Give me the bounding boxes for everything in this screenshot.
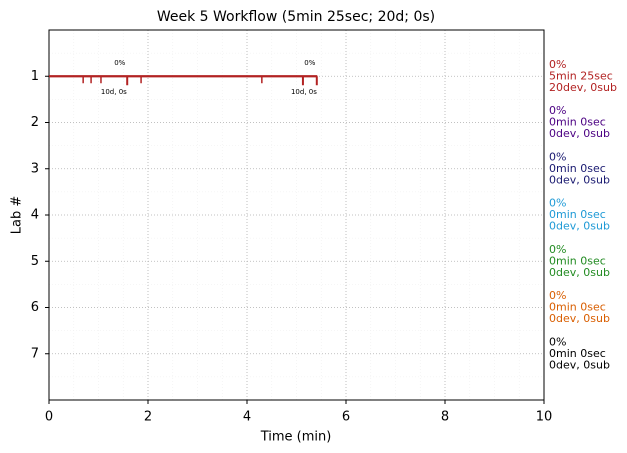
x-tick-label: 6 <box>342 410 350 425</box>
side-label: 20dev, 0sub <box>549 81 617 94</box>
side-label: 0dev, 0sub <box>549 358 610 371</box>
y-axis-label: Lab # <box>10 196 25 235</box>
side-label: 0% <box>549 243 566 256</box>
x-axis-label: Time (min) <box>260 430 332 445</box>
side-label: 0% <box>549 289 566 302</box>
side-label: 0% <box>549 335 566 348</box>
side-label: 0min 0sec <box>549 347 606 360</box>
plot-frame <box>48 29 545 401</box>
side-label: 0% <box>549 104 566 117</box>
side-label: 0% <box>549 150 566 163</box>
side-label: 0min 0sec <box>549 254 606 267</box>
side-label: 0min 0sec <box>549 301 606 314</box>
x-tick-label: 10 <box>536 410 553 425</box>
x-tick-label: 8 <box>441 410 449 425</box>
side-label: 0dev, 0sub <box>549 127 610 140</box>
side-label: 0dev, 0sub <box>549 312 610 325</box>
x-tick-label: 0 <box>45 410 53 425</box>
side-label: 0min 0sec <box>549 116 606 129</box>
side-label: 0% <box>549 197 566 210</box>
annotation: 10d, 0s <box>291 88 317 96</box>
side-label: 0min 0sec <box>549 162 606 175</box>
x-tick-label: 2 <box>144 410 152 425</box>
side-label: 0dev, 0sub <box>549 173 610 186</box>
x-tick-label: 4 <box>243 410 251 425</box>
chart-title: Week 5 Workflow (5min 25sec; 20d; 0s) <box>157 9 435 25</box>
y-tick-label: 1 <box>31 69 39 84</box>
y-tick-label: 7 <box>31 346 39 361</box>
annotation: 0% <box>114 59 125 67</box>
annotation: 10d, 0s <box>101 88 127 96</box>
side-label: 0dev, 0sub <box>549 220 610 233</box>
y-tick-label: 4 <box>31 208 39 223</box>
y-tick-label: 6 <box>31 300 39 315</box>
y-tick-label: 5 <box>31 254 39 269</box>
y-tick-label: 2 <box>31 115 39 130</box>
y-tick-label: 3 <box>31 161 39 176</box>
annotation: 0% <box>304 59 315 67</box>
side-label: 0% <box>549 58 566 71</box>
side-label: 5min 25sec <box>549 69 613 82</box>
side-label: 0dev, 0sub <box>549 266 610 279</box>
side-label: 0min 0sec <box>549 208 606 221</box>
